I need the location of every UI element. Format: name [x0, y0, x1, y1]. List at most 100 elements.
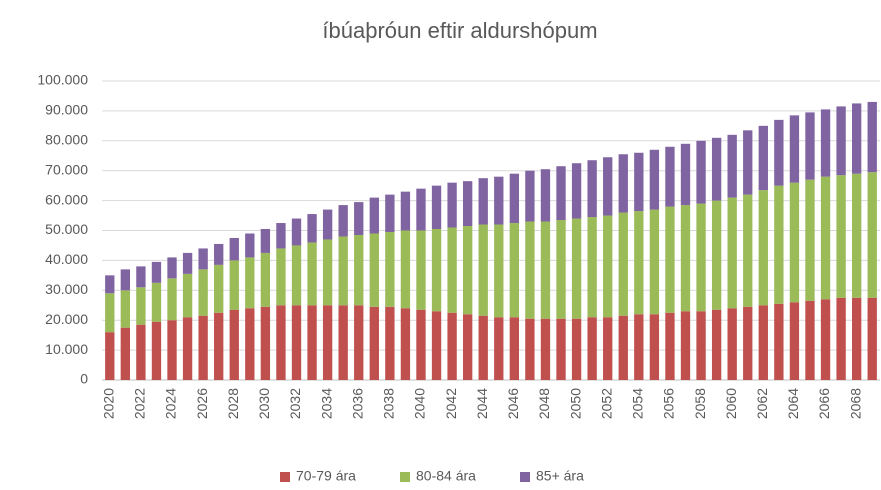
bar-segment	[182, 252, 193, 274]
bar-segment	[665, 206, 675, 313]
bar-segment	[478, 224, 488, 316]
bar-segment	[711, 309, 722, 380]
bar-segment	[105, 275, 115, 294]
bar-segment	[462, 226, 473, 315]
x-tick-label: 2044	[474, 388, 490, 419]
bar-segment	[447, 227, 457, 313]
bar-segment	[774, 303, 784, 380]
bar-segment	[260, 229, 271, 253]
bar-segment	[758, 305, 768, 380]
bar-segment	[525, 170, 535, 222]
bar-segment	[525, 318, 535, 380]
bar-segment	[587, 160, 597, 218]
bar-segment	[322, 305, 333, 380]
bar-segment	[229, 260, 239, 310]
bar-segment	[462, 181, 473, 227]
bar-segment	[805, 300, 815, 380]
bar-segment	[447, 312, 457, 380]
bar-segment	[571, 218, 582, 319]
y-tick-label: 20.000	[45, 311, 88, 327]
bar-segment	[214, 312, 224, 380]
bar-segment	[820, 176, 831, 300]
bar-segment	[245, 308, 255, 380]
bar-segment	[618, 315, 628, 380]
bar-segment	[245, 233, 255, 258]
bar-segment	[307, 242, 317, 306]
bar-segment	[805, 112, 815, 180]
bar-segment	[851, 173, 862, 298]
x-tick-label: 2050	[567, 388, 583, 419]
y-tick-label: 30.000	[45, 281, 88, 297]
bar-segment	[214, 264, 224, 313]
bar-segment	[416, 188, 426, 231]
bar-segment	[540, 318, 551, 380]
y-tick-label: 50.000	[45, 221, 88, 237]
bar-segment	[260, 252, 271, 307]
bar-segment	[338, 236, 348, 306]
bar-segment	[509, 223, 520, 318]
x-tick-label: 2028	[225, 388, 241, 419]
bar-segment	[167, 320, 177, 380]
bar-segment	[820, 109, 831, 177]
bar-segment	[525, 221, 535, 319]
bar-segment	[758, 125, 768, 191]
bar-segment	[167, 257, 177, 279]
bar-segment	[743, 306, 753, 380]
bar-segment	[851, 103, 862, 174]
bar-segment	[743, 130, 753, 195]
legend-swatch	[280, 472, 290, 482]
bar-segment	[198, 315, 208, 380]
bar-segment	[665, 146, 675, 207]
bar-segment	[260, 306, 271, 380]
bar-segment	[120, 327, 131, 380]
bar-segment	[120, 269, 131, 291]
y-tick-label: 10.000	[45, 341, 88, 357]
bar-segment	[836, 106, 846, 176]
bar-segment	[603, 215, 613, 318]
bar-segment	[478, 178, 488, 225]
bar-segment	[494, 317, 504, 380]
y-tick-label: 40.000	[45, 251, 88, 267]
bar-segment	[198, 269, 208, 316]
bar-segment	[229, 309, 239, 380]
bar-segment	[680, 143, 691, 206]
bar-segment	[494, 176, 504, 225]
bar-segment	[105, 332, 115, 380]
bar-segment	[867, 101, 877, 173]
bar-segment	[182, 317, 193, 380]
x-tick-label: 2052	[598, 388, 614, 419]
bar-segment	[369, 306, 379, 380]
x-tick-label: 2060	[723, 388, 739, 419]
bar-segment	[603, 157, 613, 216]
bar-segment	[711, 200, 722, 310]
bar-segment	[338, 205, 348, 237]
bar-segment	[618, 212, 628, 316]
bar-segment	[618, 154, 628, 213]
bar-segment	[789, 302, 800, 380]
bar-segment	[649, 209, 660, 315]
bar-segment	[431, 185, 442, 230]
bar-segment	[851, 297, 862, 380]
bar-segment	[198, 248, 208, 270]
bar-segment	[696, 140, 706, 204]
x-tick-label: 2040	[412, 388, 428, 419]
bar-segment	[820, 299, 831, 380]
x-tick-label: 2020	[100, 388, 116, 419]
bar-segment	[322, 239, 333, 306]
bar-segment	[354, 305, 364, 380]
bar-segment	[276, 305, 286, 380]
bar-segment	[603, 317, 613, 380]
bar-segment	[276, 223, 286, 249]
bar-segment	[556, 166, 566, 221]
bar-segment	[727, 134, 737, 198]
bar-segment	[385, 194, 395, 232]
bar-segment	[649, 314, 660, 380]
bar-segment	[494, 224, 504, 318]
bar-segment	[556, 318, 566, 380]
bar-segment	[789, 182, 800, 303]
bar-segment	[214, 243, 224, 265]
x-tick-label: 2030	[256, 388, 272, 419]
bar-segment	[354, 202, 364, 235]
bar-segment	[571, 163, 582, 219]
bar-segment	[634, 314, 644, 380]
